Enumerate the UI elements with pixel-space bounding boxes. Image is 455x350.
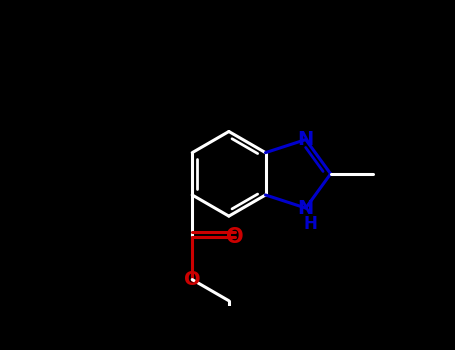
Text: H: H [304, 215, 318, 233]
Text: O: O [184, 270, 201, 289]
Text: O: O [226, 227, 243, 247]
Text: N: N [298, 198, 314, 218]
Text: N: N [298, 130, 314, 149]
